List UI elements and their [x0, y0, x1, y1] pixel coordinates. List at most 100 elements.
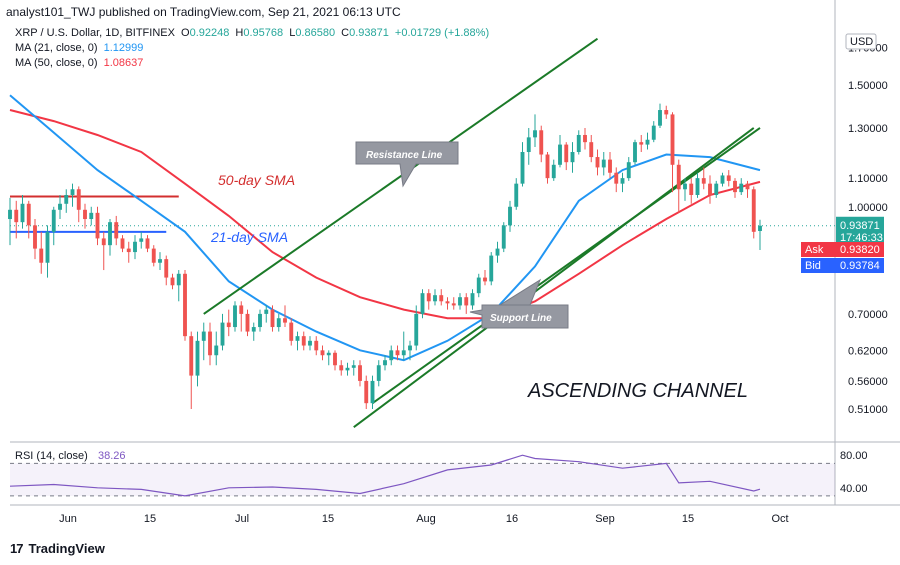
candle-body: [264, 309, 269, 314]
candle-body: [214, 345, 219, 356]
candle: [345, 362, 350, 376]
footer-brand-text: TradingView: [28, 541, 105, 556]
candle: [26, 200, 31, 239]
candle: [608, 152, 612, 179]
candle: [533, 114, 537, 148]
candle-body: [208, 331, 212, 356]
candle-body: [89, 212, 94, 220]
price-tick-label: 1.50000: [848, 80, 888, 92]
candle-body: [258, 313, 262, 328]
time-tick-label: Aug: [416, 513, 436, 525]
candle: [476, 273, 481, 298]
candle-body: [289, 322, 294, 341]
candle: [183, 270, 187, 341]
candle-body: [26, 203, 31, 226]
candle-body: [70, 189, 75, 195]
candle: [95, 206, 100, 246]
candle-body: [420, 293, 425, 314]
candle: [414, 305, 419, 351]
candle: [326, 350, 331, 366]
candle: [133, 235, 137, 260]
candle-body: [351, 365, 356, 368]
candle: [733, 178, 737, 198]
candle-body: [170, 277, 175, 286]
candle-body: [445, 301, 450, 304]
candle-body: [608, 159, 612, 173]
candle-body: [564, 144, 569, 163]
candle: [226, 309, 231, 337]
candle: [545, 152, 550, 184]
candle-body: [126, 248, 131, 253]
candle: [676, 159, 681, 213]
candle-body: [270, 309, 275, 328]
candle-body: [408, 345, 412, 351]
candle: [464, 293, 469, 314]
candle: [276, 313, 281, 332]
candle-body: [333, 352, 337, 366]
channel-lower-extension-line: [371, 127, 761, 404]
sma21-annotation: 21-day SMA: [210, 229, 288, 245]
candle: [64, 189, 69, 213]
legend-open-value: 0.92248: [189, 27, 230, 39]
candle-body: [520, 152, 525, 184]
candle: [739, 178, 744, 195]
candle-body: [139, 238, 144, 242]
candle: [695, 172, 700, 198]
candle: [451, 297, 456, 310]
candle: [264, 305, 269, 323]
candle: [526, 127, 531, 165]
currency-badge: [845, 33, 877, 50]
currency-label: USD: [850, 36, 873, 48]
candle: [539, 125, 544, 163]
legend-open-label: O: [181, 27, 190, 39]
candle: [364, 375, 369, 410]
bid-tag: [801, 258, 884, 273]
candle: [239, 301, 244, 332]
candle-body: [658, 110, 662, 126]
candle-body: [476, 277, 481, 294]
candle-body: [695, 178, 700, 195]
legend-close-value: 0.93871: [349, 27, 389, 39]
candle-body: [33, 225, 37, 249]
price-tick-label: 0.51000: [848, 404, 888, 416]
candle: [164, 255, 169, 286]
candle-body: [626, 162, 631, 179]
candle: [658, 103, 662, 128]
candle-body: [158, 259, 162, 263]
candle-body: [133, 241, 137, 253]
candle-body: [401, 350, 406, 356]
candle: [189, 331, 194, 410]
candle: [339, 360, 344, 376]
rsi-band: [10, 463, 835, 496]
candle-body: [164, 259, 169, 278]
candle: [101, 231, 106, 271]
candle-body: [283, 318, 287, 323]
candle: [439, 289, 444, 306]
candle-body: [108, 222, 112, 246]
candle-body: [683, 183, 687, 190]
candle-body: [345, 367, 350, 371]
candle-body: [101, 238, 106, 246]
candle-body: [339, 365, 344, 371]
rsi-tick-label: 40.00: [840, 483, 868, 495]
candle-body: [589, 142, 594, 158]
candle-body: [751, 189, 756, 232]
candle: [670, 112, 675, 193]
candle: [483, 270, 487, 286]
candle-body: [39, 248, 44, 263]
candle: [664, 105, 669, 119]
candle: [720, 172, 725, 187]
candle-body: [495, 248, 500, 256]
legend-low-value: 0.86580: [295, 27, 336, 39]
candle-body: [620, 178, 625, 184]
candle-body: [651, 125, 656, 140]
legend-change: +0.01729 (+1.88%): [394, 27, 490, 39]
candle: [301, 331, 306, 351]
candle-body: [595, 157, 600, 168]
candle: [45, 225, 50, 278]
time-tick-label: 15: [682, 513, 694, 525]
ma50-line: [9, 109, 761, 320]
candle-body: [376, 365, 381, 381]
legend-ma21-value: 1.12999: [103, 42, 144, 54]
